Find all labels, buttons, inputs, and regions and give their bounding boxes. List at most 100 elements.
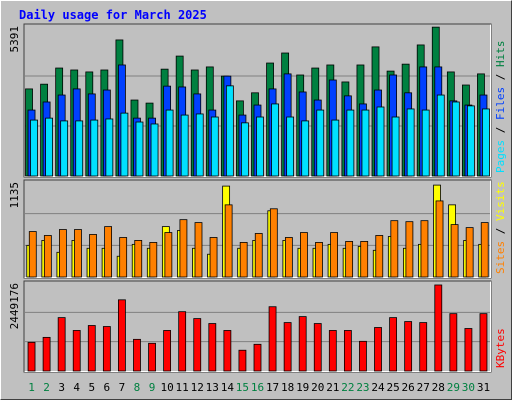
x-tick-label: 30 bbox=[462, 381, 475, 394]
bar bbox=[90, 119, 99, 177]
bar bbox=[451, 101, 460, 177]
bar bbox=[313, 323, 322, 372]
bar bbox=[179, 219, 188, 278]
legend-entry: Pages bbox=[494, 140, 507, 173]
bar bbox=[165, 109, 174, 177]
bar bbox=[269, 208, 278, 278]
y-tick-label: 5391 bbox=[8, 26, 21, 53]
x-tick-label: 24 bbox=[371, 381, 385, 394]
bar bbox=[193, 318, 202, 372]
bar bbox=[482, 108, 490, 177]
bar bbox=[133, 338, 141, 372]
bar bbox=[284, 237, 293, 278]
bar bbox=[209, 237, 218, 278]
bar bbox=[420, 220, 429, 278]
bar bbox=[389, 317, 397, 372]
bar bbox=[465, 227, 474, 278]
x-tick-label: 22 bbox=[341, 381, 354, 394]
x-tick-label: 15 bbox=[236, 381, 249, 394]
chart-title: Daily usage for March 2025 bbox=[19, 8, 207, 22]
bar bbox=[343, 330, 352, 372]
bar bbox=[194, 222, 203, 278]
bar bbox=[225, 85, 234, 177]
bar bbox=[254, 233, 263, 278]
bar bbox=[330, 232, 338, 278]
bar bbox=[391, 116, 400, 177]
bar bbox=[223, 330, 232, 372]
x-tick-label: 5 bbox=[88, 381, 95, 394]
bar bbox=[271, 103, 279, 177]
bar bbox=[105, 118, 114, 177]
x-tick-label: 13 bbox=[206, 381, 219, 394]
bar bbox=[60, 120, 69, 177]
panel-highlight bbox=[24, 24, 491, 177]
bar bbox=[464, 328, 473, 372]
bar bbox=[120, 112, 129, 177]
x-tick-label: 20 bbox=[311, 381, 324, 394]
bar bbox=[283, 322, 292, 372]
bar bbox=[450, 224, 459, 278]
x-tick-label: 29 bbox=[447, 381, 460, 394]
bar bbox=[89, 234, 97, 278]
x-tick-label: 12 bbox=[191, 381, 204, 394]
x-tick-label: 28 bbox=[432, 381, 445, 394]
bar bbox=[479, 313, 488, 372]
bar bbox=[361, 109, 370, 177]
bar bbox=[328, 330, 337, 372]
bar bbox=[376, 106, 385, 177]
bar bbox=[135, 121, 144, 177]
x-tick-label: 25 bbox=[386, 381, 399, 394]
x-tick-label: 21 bbox=[326, 381, 339, 394]
bar bbox=[239, 242, 248, 278]
legend-separator: / bbox=[494, 120, 507, 140]
bar bbox=[42, 336, 51, 372]
legend: Sites / Visits bbox=[494, 181, 507, 274]
bar bbox=[57, 317, 66, 372]
x-tick-label: 1 bbox=[28, 381, 35, 394]
bar bbox=[421, 109, 430, 177]
bar bbox=[406, 108, 415, 177]
x-tick-label: 27 bbox=[417, 381, 430, 394]
legend-entry: Sites bbox=[494, 241, 507, 274]
x-tick-label: 16 bbox=[251, 381, 264, 394]
x-tick-label: 4 bbox=[73, 381, 80, 394]
bar bbox=[436, 94, 445, 177]
legend: KBytes bbox=[494, 328, 507, 368]
bar bbox=[178, 311, 187, 372]
bar bbox=[331, 119, 340, 177]
bar bbox=[224, 204, 233, 278]
bar bbox=[300, 232, 308, 278]
x-tick-label: 17 bbox=[266, 381, 279, 394]
bar bbox=[346, 109, 355, 177]
legend-entry: KBytes bbox=[494, 328, 507, 368]
bar bbox=[360, 241, 369, 278]
legend-entry: Files bbox=[494, 87, 507, 120]
bar bbox=[28, 231, 37, 278]
x-tick-label: 11 bbox=[176, 381, 189, 394]
bar bbox=[467, 105, 475, 177]
legend-separator: / bbox=[494, 67, 507, 87]
bar bbox=[301, 120, 310, 177]
x-tick-label: 26 bbox=[402, 381, 415, 394]
bar bbox=[419, 322, 428, 372]
x-tick-label: 31 bbox=[477, 381, 490, 394]
x-tick-label: 2 bbox=[43, 381, 50, 394]
bar bbox=[435, 200, 444, 278]
bar bbox=[256, 116, 264, 177]
bar bbox=[104, 226, 113, 278]
x-tick-label: 3 bbox=[58, 381, 65, 394]
x-tick-label: 18 bbox=[281, 381, 294, 394]
x-tick-label: 6 bbox=[104, 381, 111, 394]
x-tick-label: 14 bbox=[221, 381, 235, 394]
x-tick-label: 8 bbox=[134, 381, 141, 394]
bar bbox=[315, 242, 323, 278]
bar bbox=[134, 240, 143, 278]
bar bbox=[241, 122, 249, 177]
bar bbox=[404, 321, 413, 372]
bar bbox=[119, 237, 128, 278]
x-tick-label: 7 bbox=[119, 381, 126, 394]
x-tick-label: 19 bbox=[296, 381, 309, 394]
bar bbox=[27, 341, 36, 372]
bar bbox=[449, 313, 458, 372]
